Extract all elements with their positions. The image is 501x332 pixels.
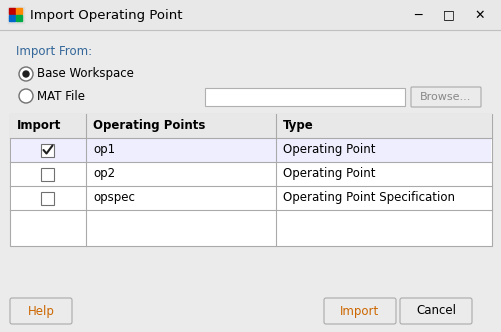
Text: □: □ — [442, 9, 454, 22]
Bar — [8, 7, 24, 23]
Text: Cancel: Cancel — [415, 304, 455, 317]
Text: Operating Point: Operating Point — [283, 143, 375, 156]
Bar — [10, 114, 491, 138]
Bar — [0, 0, 501, 30]
Bar — [11, 162, 490, 186]
Text: Operating Point: Operating Point — [283, 168, 375, 181]
Bar — [16, 8, 22, 14]
Text: Import From:: Import From: — [16, 45, 92, 58]
Bar — [6, 32, 495, 326]
Bar — [42, 168, 55, 181]
Text: Operating Point Specification: Operating Point Specification — [283, 192, 454, 205]
FancyBboxPatch shape — [10, 298, 72, 324]
Bar — [10, 114, 491, 246]
Text: Browse...: Browse... — [419, 92, 471, 102]
Circle shape — [19, 89, 33, 103]
Bar — [9, 15, 15, 21]
Bar — [11, 186, 490, 210]
Text: Import Operating Point: Import Operating Point — [30, 9, 182, 22]
Bar — [42, 192, 55, 205]
Bar — [42, 143, 55, 156]
Text: Help: Help — [28, 304, 54, 317]
Text: MAT File: MAT File — [37, 90, 85, 103]
FancyBboxPatch shape — [410, 87, 480, 107]
Text: op1: op1 — [93, 143, 115, 156]
Bar — [11, 138, 490, 162]
Text: ✕: ✕ — [474, 9, 484, 22]
Bar — [9, 8, 15, 14]
FancyBboxPatch shape — [323, 298, 395, 324]
Text: op2: op2 — [93, 168, 115, 181]
Text: Import: Import — [17, 120, 61, 132]
Text: ─: ─ — [413, 9, 421, 22]
Text: Type: Type — [283, 120, 313, 132]
FancyBboxPatch shape — [399, 298, 471, 324]
Circle shape — [23, 71, 29, 77]
Text: Import: Import — [340, 304, 379, 317]
Bar — [16, 15, 22, 21]
Circle shape — [19, 67, 33, 81]
Bar — [204, 88, 404, 106]
Text: opspec: opspec — [93, 192, 135, 205]
Text: Base Workspace: Base Workspace — [37, 67, 134, 80]
Text: Operating Points: Operating Points — [93, 120, 205, 132]
